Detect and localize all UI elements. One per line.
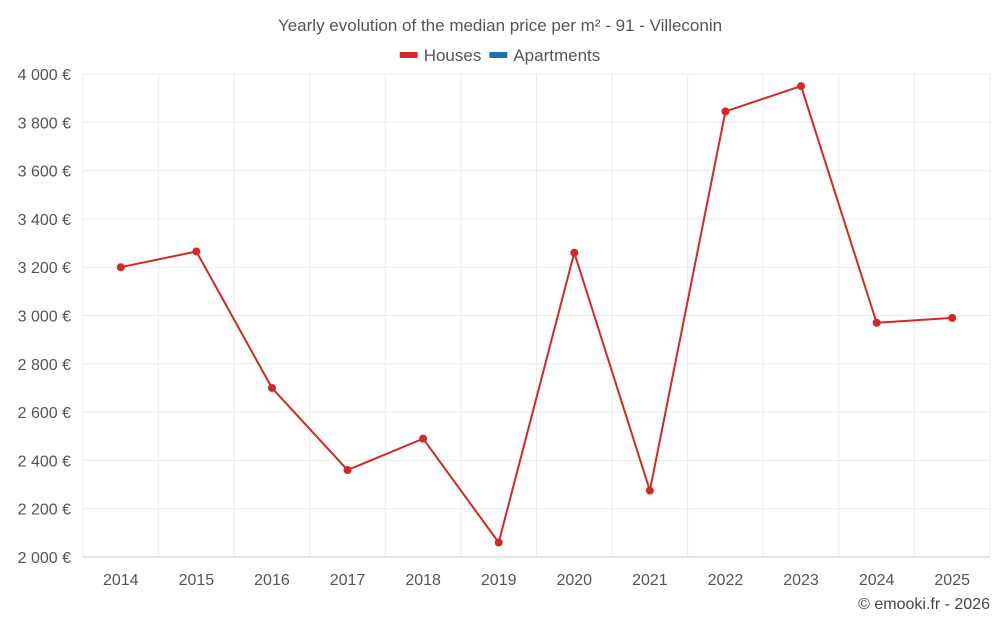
series-group [116, 82, 957, 547]
data-point[interactable] [645, 486, 654, 495]
legend-swatch [489, 52, 508, 58]
data-point[interactable] [570, 248, 579, 257]
y-axis: 2 000 € 2 200 € 2 400 € 2 600 € 2 800 € 3 000… [18, 67, 71, 567]
y-tick-label: 3 200 € [18, 260, 71, 277]
x-tick-label: 2024 [859, 572, 895, 589]
y-tick-label: 4 000 € [18, 67, 71, 84]
legend-item-apartments[interactable]: Apartments [489, 46, 600, 65]
legend-label: Apartments [513, 46, 600, 65]
x-tick-label: 2025 [934, 572, 970, 589]
x-tick-label: 2015 [179, 572, 215, 589]
y-tick-label: 3 400 € [18, 212, 71, 229]
y-tick-label: 3 000 € [18, 309, 71, 326]
data-point[interactable] [419, 434, 428, 443]
chart-title: Yearly evolution of the median price per… [278, 16, 722, 35]
x-tick-label: 2018 [405, 572, 441, 589]
y-tick-label: 2 400 € [18, 453, 71, 470]
x-tick-label: 2023 [783, 572, 819, 589]
data-point[interactable] [116, 263, 125, 272]
x-tick-label: 2017 [330, 572, 366, 589]
data-point[interactable] [267, 383, 276, 392]
legend-swatch [399, 52, 418, 58]
data-point[interactable] [872, 318, 881, 327]
data-point[interactable] [192, 247, 201, 256]
grid [82, 73, 991, 558]
x-tick-label: 2014 [103, 572, 139, 589]
x-tick-label: 2019 [481, 572, 517, 589]
data-point[interactable] [948, 313, 957, 322]
data-point[interactable] [494, 538, 503, 547]
data-point[interactable] [343, 466, 352, 475]
x-tick-label: 2020 [556, 572, 592, 589]
y-tick-label: 2 000 € [18, 550, 71, 567]
legend-label: Houses [424, 46, 482, 65]
y-tick-label: 2 600 € [18, 405, 71, 422]
y-tick-label: 3 800 € [18, 115, 71, 132]
credit: © emooki.fr - 2026 [858, 596, 990, 613]
legend: Houses Apartments [399, 46, 600, 65]
x-tick-label: 2022 [708, 572, 744, 589]
data-point[interactable] [797, 82, 806, 91]
y-tick-label: 3 600 € [18, 164, 71, 181]
y-tick-label: 2 800 € [18, 357, 71, 374]
x-tick-label: 2021 [632, 572, 668, 589]
x-axis: 2014 2015 2016 2017 2018 2019 2020 2021 2022 2023… [103, 572, 970, 589]
data-point[interactable] [721, 107, 730, 116]
series-line-houses [120, 85, 953, 544]
legend-item-houses[interactable]: Houses [399, 46, 482, 65]
x-tick-label: 2016 [254, 572, 290, 589]
y-tick-label: 2 200 € [18, 502, 71, 519]
